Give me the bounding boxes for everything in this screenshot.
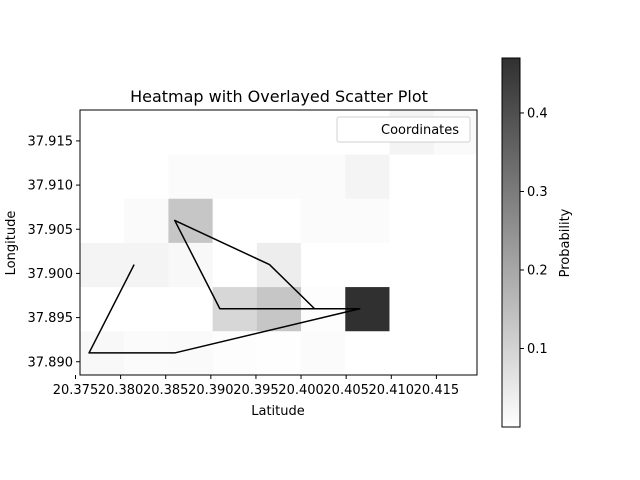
heatmap-cell [389, 198, 435, 243]
y-tick-label: 37.915 [28, 134, 74, 149]
heatmap-cell [256, 198, 302, 243]
heatmap-cell [389, 330, 435, 376]
y-axis: 37.890 37.895 37.900 37.905 37.910 37.915 [28, 134, 80, 370]
chart-title: Heatmap with Overlayed Scatter Plot [130, 87, 428, 106]
colorbar-tick-label: 0.1 [527, 342, 548, 357]
heatmap-cell [124, 286, 169, 332]
heatmap-cell [345, 198, 390, 243]
heatmap-cell [256, 154, 302, 199]
x-axis-label: Latitude [251, 404, 305, 419]
x-tick-label: 20.375 [53, 383, 99, 398]
heatmap-cell [301, 154, 346, 199]
heatmap-cell [256, 242, 302, 288]
heatmap-cell [389, 286, 435, 332]
heatmap-cell [433, 242, 478, 288]
x-axis: 20.375 20.380 20.385 20.390 20.395 20.400 20.4… [53, 375, 459, 398]
heatmap-cell [212, 242, 258, 288]
heatmap-cell [124, 242, 169, 288]
colorbar-tick-label: 0.4 [527, 106, 548, 121]
heatmap-cell [212, 330, 258, 376]
y-tick-label: 37.895 [28, 311, 74, 326]
x-tick-label: 20.390 [188, 383, 234, 398]
heatmap-cell [433, 198, 478, 243]
x-tick-label: 20.410 [369, 383, 415, 398]
heatmap-cell [433, 286, 478, 332]
y-tick-label: 37.900 [28, 267, 74, 282]
heatmap-cell [212, 198, 258, 243]
heatmap-cell [80, 154, 125, 199]
heatmap-cell [256, 110, 302, 155]
heatmap-cell [345, 154, 390, 199]
x-tick-label: 20.385 [143, 383, 189, 398]
legend: Coordinates [336, 116, 471, 143]
heatmap-cell [168, 110, 214, 155]
heatmap-cell [345, 330, 390, 376]
heatmap-cell [389, 154, 435, 199]
x-tick-label: 20.405 [323, 383, 369, 398]
heatmap-cell [301, 242, 346, 288]
heatmap-cell [80, 242, 125, 288]
heatmap-cell [168, 286, 214, 332]
x-tick-label: 20.380 [98, 383, 144, 398]
y-axis-label: Longitude [4, 211, 19, 276]
colorbar [501, 57, 521, 428]
heatmap-cell [433, 330, 478, 376]
y-tick-label: 37.890 [28, 355, 74, 370]
heatmap-cell [168, 242, 214, 288]
heatmap-cell [433, 154, 478, 199]
heatmap-cell [389, 242, 435, 288]
heatmap-cell [80, 198, 125, 243]
heatmap-cell [168, 154, 214, 199]
plot-frame [79, 109, 478, 376]
x-tick-label: 20.400 [278, 383, 324, 398]
heatmap-cell [124, 198, 169, 243]
heatmap-cell [345, 242, 390, 288]
heatmap-cell [80, 286, 125, 332]
heatmap-cell [301, 330, 346, 376]
legend-entry-label: Coordinates [381, 123, 459, 138]
x-tick-label: 20.395 [233, 383, 279, 398]
heatmap-cell [80, 110, 125, 155]
heatmap-cell [256, 330, 302, 376]
colorbar-tick-label: 0.3 [527, 185, 548, 200]
y-tick-label: 37.910 [28, 179, 74, 194]
x-tick-label: 20.415 [414, 383, 460, 398]
heatmap-cell [124, 154, 169, 199]
coordinates-path [88, 219, 361, 354]
colorbar-axis: 0.1 0.2 0.3 0.4 [520, 106, 548, 357]
legend-box [336, 116, 471, 143]
colorbar-label: Probability [558, 208, 573, 277]
heatmap-layer [80, 110, 478, 376]
heatmap-cell [124, 110, 169, 155]
heatmap-cell [212, 154, 258, 199]
colorbar-tick-label: 0.2 [527, 263, 548, 278]
heatmap-cell [212, 110, 258, 155]
scatter-path-layer [88, 219, 361, 354]
y-tick-label: 37.905 [28, 223, 74, 238]
heatmap-cell [301, 198, 346, 243]
